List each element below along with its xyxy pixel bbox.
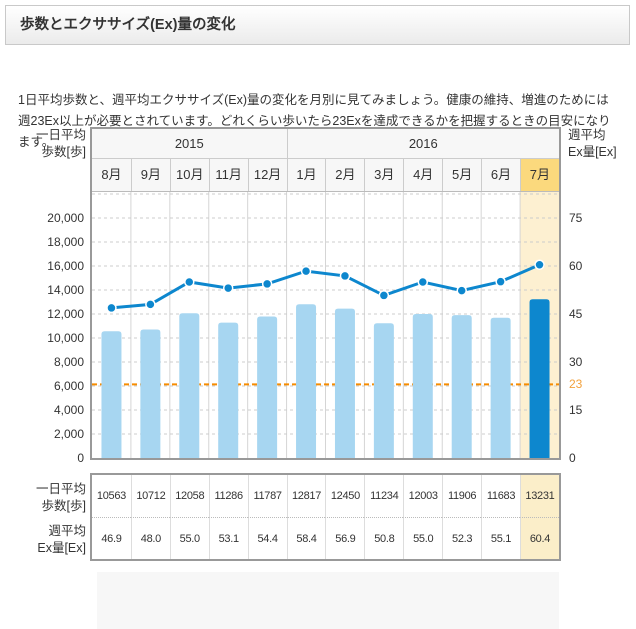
left-tick-8000: 8,000 — [53, 354, 84, 369]
year-header-2016: 2016 — [286, 129, 559, 158]
left-tick-16000: 16,000 — [47, 258, 84, 273]
month-header-11: 6月 — [481, 159, 520, 191]
right-axis-title-line2: Ex量[Ex] — [568, 145, 617, 159]
table-cell: 55.0 — [403, 517, 443, 559]
year-header-row: 2015 2016 — [92, 129, 559, 159]
table-cell: 53.1 — [208, 517, 248, 559]
table-cell: 60.4 — [519, 517, 559, 559]
table-cell: 12450 — [325, 475, 364, 517]
left-axis-title: 一日平均 歩数[歩] — [8, 127, 86, 161]
right-axis-title: 週平均 Ex量[Ex] — [568, 127, 634, 161]
table-row-header-line: 週平均 — [48, 524, 86, 538]
table-cell: 58.4 — [286, 517, 326, 559]
table-cell: 11286 — [208, 475, 248, 517]
month-header-1: 8月 — [101, 167, 122, 182]
page-title: 歩数とエクササイズ(Ex)量の変化 — [20, 17, 236, 33]
left-tick-20000: 20,000 — [47, 210, 84, 225]
left-tick-4000: 4,000 — [53, 402, 84, 417]
table-cell: 10563 — [96, 490, 126, 502]
chart: 2015 2016 8月 9月 10月 11月 12月 1月 2月 3月 4月 5月 6月 7月 — [90, 127, 561, 460]
table-cell: 56.9 — [325, 517, 365, 559]
table-cell: 11906 — [442, 475, 481, 517]
table-row-header-line: 歩数[歩] — [41, 499, 86, 513]
chart-canvas — [92, 192, 559, 458]
table-row-header-line: Ex量[Ex] — [37, 541, 86, 555]
month-header-4: 11月 — [208, 159, 248, 191]
table-cell: 48.0 — [130, 517, 170, 559]
year-header-2015: 2015 — [174, 136, 204, 151]
table-cell: 12058 — [169, 475, 209, 517]
month-header-3: 10月 — [169, 159, 209, 191]
table-cell: 46.9 — [92, 517, 131, 559]
table-cell: 11787 — [247, 475, 287, 517]
month-header-9: 4月 — [403, 159, 442, 191]
left-axis-title-line1: 一日平均 — [35, 128, 86, 142]
table-row-header-steps: 一日平均歩数[歩] — [8, 481, 86, 515]
month-header-5: 12月 — [247, 159, 287, 191]
table-cell: 55.0 — [169, 517, 209, 559]
table-cell: 11683 — [481, 475, 520, 517]
right-tick-0: 0 — [569, 451, 576, 465]
table-cell: 12003 — [403, 475, 442, 517]
month-header-10: 5月 — [442, 159, 481, 191]
right-tick-23: 23 — [569, 377, 583, 392]
month-header-12: 7月 — [519, 159, 559, 191]
table-row-steps: 10563 10712 12058 11286 11787 12817 12450 11234… — [92, 475, 559, 517]
table-row-header-ex: 週平均 Ex量[Ex] — [8, 523, 86, 557]
right-tick-15: 15 — [569, 402, 583, 417]
month-header-6: 1月 — [286, 159, 326, 191]
left-tick-14000: 14,000 — [47, 282, 84, 297]
left-tick-12000: 12,000 — [47, 306, 84, 321]
left-axis-title-line2: 歩数[歩] — [41, 145, 86, 159]
right-tick-75: 75 — [569, 210, 583, 225]
right-tick-60: 60 — [569, 258, 583, 273]
left-tick-0: 0 — [77, 451, 84, 465]
right-axis-title-line1: 週平均 — [568, 128, 606, 142]
intro-text: 1日平均歩数と、週平均エクササイズ(Ex)量の変化を月別に見てみましょう。健康の… — [18, 93, 611, 149]
month-header-2: 9月 — [130, 159, 170, 191]
plot-area — [92, 192, 559, 458]
page-title-bar: 歩数とエクササイズ(Ex)量の変化 — [5, 5, 630, 45]
table-row-ex: 46.9 48.0 55.0 53.1 54.4 58.4 56.9 50.8 55.0 52.3… — [92, 517, 559, 559]
left-tick-2000: 2,000 — [53, 426, 84, 441]
data-table: 10563 10712 12058 11286 11787 12817 12450 11234… — [90, 473, 561, 561]
month-header-8: 3月 — [364, 159, 403, 191]
table-row-header-line: 一日平均 — [35, 482, 86, 496]
table-cell: 52.3 — [442, 517, 482, 559]
right-tick-45: 45 — [569, 306, 583, 321]
table-cell: 12817 — [286, 475, 326, 517]
table-cell: 11234 — [364, 475, 403, 517]
table-cell: 54.4 — [247, 517, 287, 559]
left-tick-10000: 10,000 — [47, 330, 84, 345]
table-cell: 10712 — [130, 475, 170, 517]
table-cell: 55.1 — [481, 517, 520, 559]
left-tick-18000: 18,000 — [47, 234, 84, 249]
month-header-row: 8月 9月 10月 11月 12月 1月 2月 3月 4月 5月 6月 7月 — [92, 159, 559, 192]
right-tick-30: 30 — [569, 354, 583, 369]
month-header-7: 2月 — [325, 159, 364, 191]
left-tick-6000: 6,000 — [53, 378, 84, 393]
table-cell: 13231 — [519, 475, 559, 517]
table-cell: 50.8 — [364, 517, 404, 559]
